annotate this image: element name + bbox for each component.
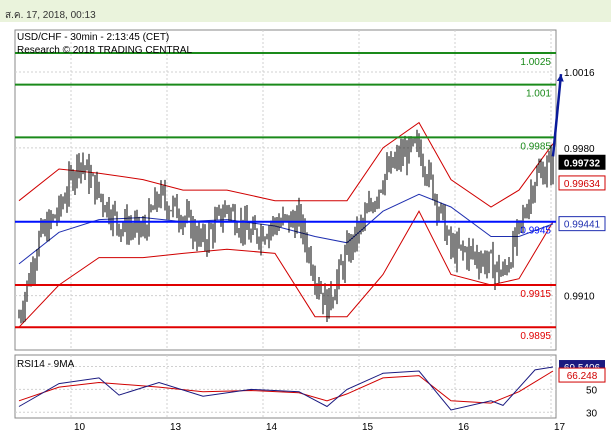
x-tick-label: 10 <box>74 422 86 433</box>
price-tag-last <box>558 154 606 170</box>
level-label: 0.9985 <box>520 141 551 152</box>
rsi-y-tick: 30 <box>586 408 598 419</box>
level-label: 0.9945 <box>520 226 551 237</box>
rsi-y-tick: 50 <box>586 385 598 396</box>
level-label: 1.001 <box>526 89 551 100</box>
price-tag-label: 0.99732 <box>564 158 601 169</box>
rsi-ma-tag <box>558 367 606 383</box>
chart-title: USD/CHF - 30min - 2:13:45 (CET) <box>17 32 169 43</box>
forecast-arrowhead <box>556 74 564 82</box>
rsi-line <box>18 366 554 411</box>
moving-average-line <box>18 193 554 265</box>
forecast-arrow <box>551 73 563 157</box>
top-bar: ส.ค. 17, 2018, 00:13 <box>0 0 611 22</box>
y-tick-label: 1.0016 <box>564 68 595 79</box>
x-tick-label: 15 <box>362 422 374 433</box>
rsi-ma-line <box>18 370 554 404</box>
x-tick-label: 14 <box>266 422 278 433</box>
level-label: 0.9895 <box>520 331 551 342</box>
price-tag-label: 0.99634 <box>564 179 601 190</box>
price-tag-label: 0.99441 <box>564 220 601 231</box>
y-tick-label: 0.9910 <box>564 292 595 303</box>
rsi-panel <box>14 354 557 419</box>
timestamp: ส.ค. 17, 2018, 00:13 <box>5 10 96 21</box>
price-tag-bollinger <box>558 175 606 191</box>
chart-subtitle: Research © 2018 TRADING CENTRAL <box>17 45 192 56</box>
main-panel <box>14 29 557 351</box>
y-tick-label: 0.9980 <box>564 144 595 155</box>
rsi-ma-label: 66.248 <box>567 371 598 382</box>
bollinger-lower-line <box>18 210 554 328</box>
price-tag-moving_average <box>558 216 606 232</box>
bollinger-upper-line <box>18 121 554 208</box>
rsi-label: RSI14 - 9MA <box>17 359 75 370</box>
x-tick-label: 13 <box>170 422 182 433</box>
level-label: 1.0025 <box>520 57 551 68</box>
x-tick-label: 17 <box>554 422 566 433</box>
level-label: 0.9915 <box>520 289 551 300</box>
x-tick-label: 16 <box>458 422 470 433</box>
